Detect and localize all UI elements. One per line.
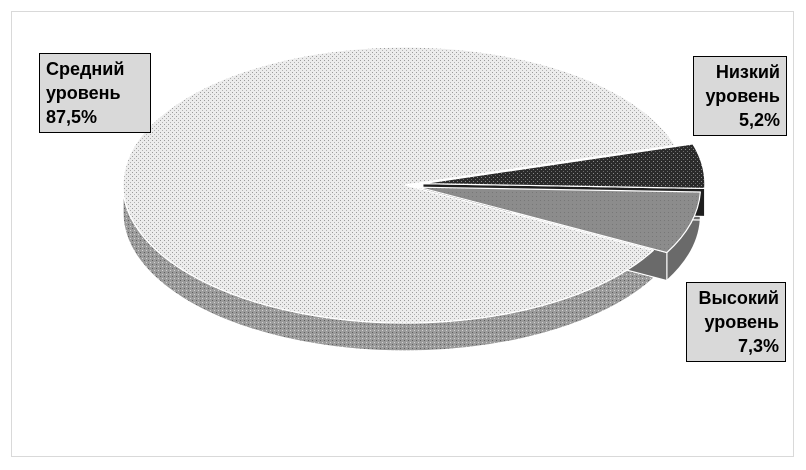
- data-label-high-name-1: Высокий: [698, 288, 779, 308]
- pie-slices: [122, 46, 706, 352]
- data-label-high-name-2: уровень: [704, 312, 779, 332]
- data-label-medium-value: 87,5%: [46, 107, 98, 127]
- data-label-high: Высокий уровень 7,3%: [686, 282, 786, 362]
- data-label-low-name-1: Низкий: [715, 62, 780, 82]
- data-label-high-value: 7,3%: [737, 336, 779, 356]
- data-label-low: Низкий уровень 5,2%: [693, 56, 787, 136]
- data-label-medium-name-1: Средний: [46, 59, 125, 79]
- slice-high: [417, 186, 701, 254]
- slice-medium: [122, 46, 676, 324]
- data-label-low-name-2: уровень: [705, 86, 780, 106]
- data-label-low-value: 5,2%: [738, 110, 780, 130]
- data-label-medium-name-2: уровень: [46, 83, 121, 103]
- data-label-medium: Средний уровень 87,5%: [39, 53, 151, 133]
- slice-low: [422, 143, 706, 190]
